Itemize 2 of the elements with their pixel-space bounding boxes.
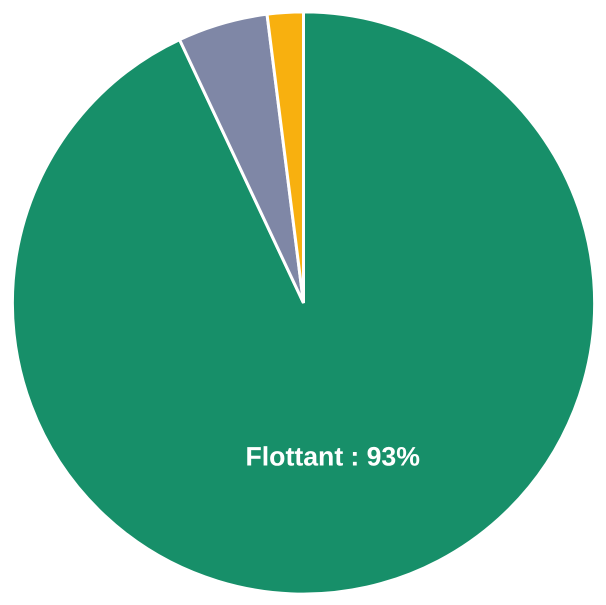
slice-label: Flottant: [245, 441, 344, 472]
data-label: : 93%: [350, 441, 420, 472]
